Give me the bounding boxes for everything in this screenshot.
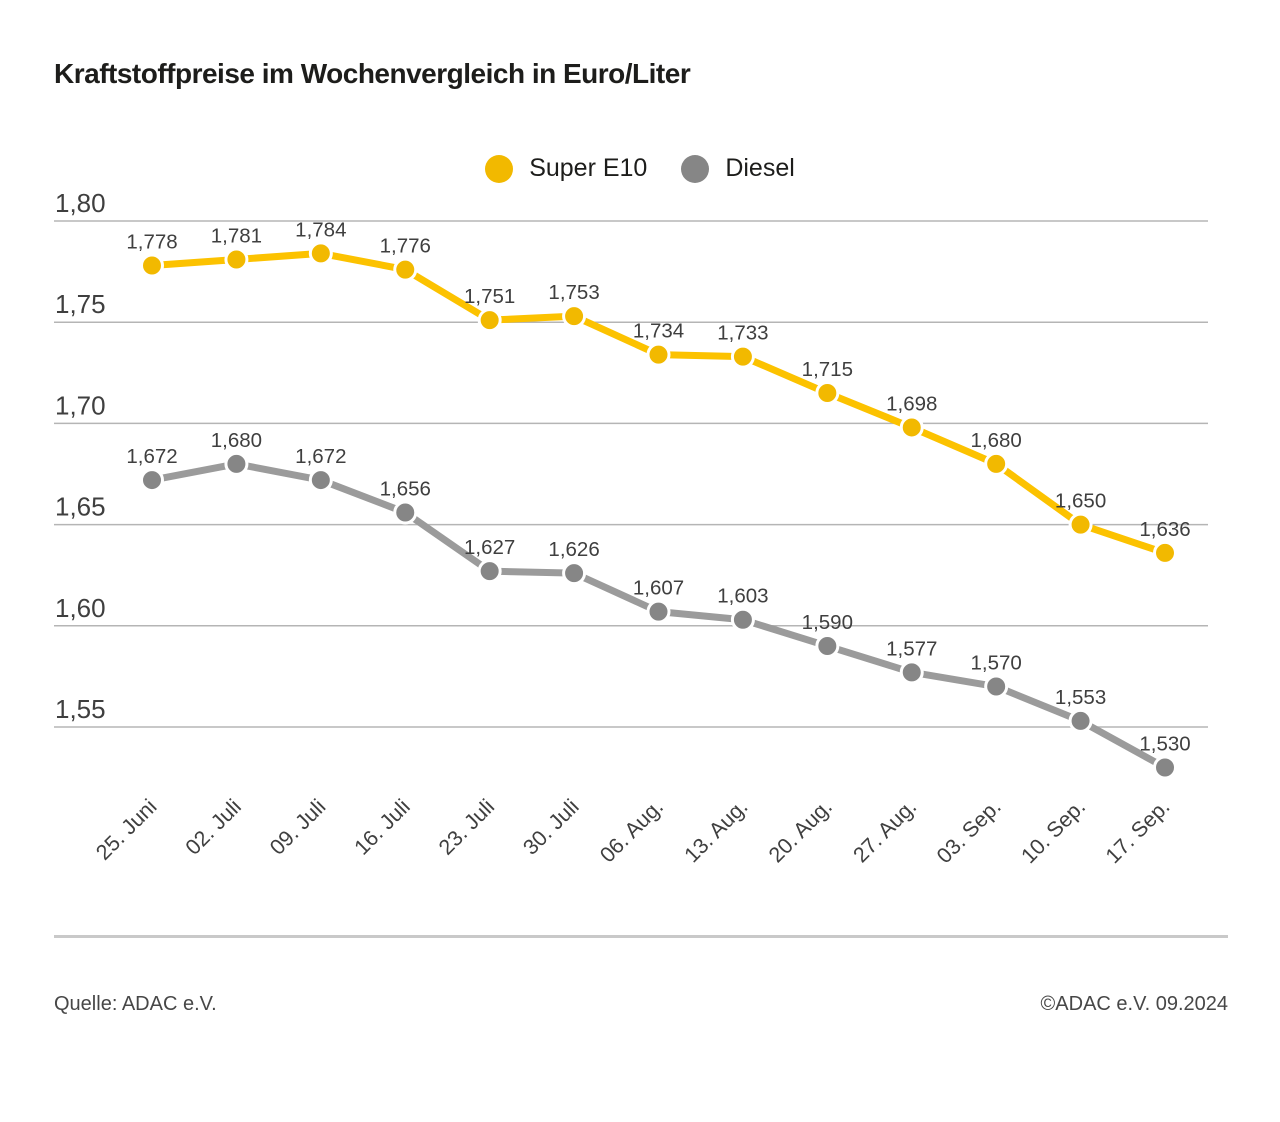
data-label-super-e10: 1,781 bbox=[211, 224, 262, 247]
data-point-diesel bbox=[815, 634, 840, 659]
y-tick-label: 1,80 bbox=[55, 190, 106, 218]
y-tick-label: 1,55 bbox=[55, 694, 106, 724]
data-point-super-e10 bbox=[899, 415, 924, 440]
data-point-super-e10 bbox=[477, 308, 502, 333]
legend-item-diesel: Diesel bbox=[681, 154, 795, 183]
legend-label-diesel: Diesel bbox=[725, 154, 795, 182]
data-label-super-e10: 1,776 bbox=[380, 235, 431, 258]
data-point-diesel bbox=[730, 607, 755, 632]
footer: Quelle: ADAC e.V. ©ADAC e.V. 09.2024 bbox=[54, 993, 1228, 1016]
gridlines bbox=[54, 220, 1208, 728]
series-super-e10: 1,778 1,781 1,784 1,776 1,751 1,753 1,734 1,733… bbox=[126, 218, 1191, 565]
data-label-diesel: 1,672 bbox=[126, 445, 177, 468]
x-tick-label: 20. Aug. bbox=[764, 795, 837, 868]
data-label-diesel: 1,603 bbox=[717, 585, 768, 608]
data-label-super-e10: 1,784 bbox=[295, 218, 346, 241]
data-label-diesel: 1,530 bbox=[1139, 732, 1190, 755]
data-label-diesel: 1,577 bbox=[886, 637, 937, 660]
data-label-diesel: 1,607 bbox=[633, 577, 684, 600]
source-text: Quelle: ADAC e.V. bbox=[54, 993, 217, 1015]
data-label-diesel: 1,627 bbox=[464, 536, 515, 559]
data-point-super-e10 bbox=[1068, 512, 1093, 537]
data-point-diesel bbox=[140, 468, 164, 493]
data-label-super-e10: 1,680 bbox=[971, 429, 1022, 452]
legend-label-super-e10: Super E10 bbox=[529, 154, 648, 182]
x-tick-label: 02. Juli bbox=[181, 795, 246, 860]
series-diesel: 1,672 1,680 1,672 1,656 1,627 1,626 1,607 1,603… bbox=[126, 429, 1191, 780]
x-tick-label: 27. Aug. bbox=[849, 795, 922, 868]
data-label-diesel: 1,590 bbox=[802, 611, 853, 634]
x-tick-label: 13. Aug. bbox=[680, 795, 753, 868]
data-label-super-e10: 1,650 bbox=[1055, 490, 1106, 513]
data-label-super-e10: 1,636 bbox=[1139, 518, 1190, 541]
data-label-diesel: 1,656 bbox=[380, 477, 431, 500]
x-axis-labels: 25. Juni 02. Juli 09. Juli 16. Juli 23. Juli… bbox=[91, 795, 1174, 869]
x-tick-label: 25. Juni bbox=[91, 795, 161, 865]
page-title: Kraftstoffpreise im Wochenvergleich in E… bbox=[54, 58, 691, 89]
series-line-super-e10 bbox=[151, 249, 1167, 557]
data-label-super-e10: 1,751 bbox=[464, 285, 515, 308]
x-tick-label: 17. Sep. bbox=[1101, 795, 1175, 869]
legend-item-super-e10: Super E10 bbox=[485, 154, 647, 183]
data-label-super-e10: 1,734 bbox=[633, 320, 684, 343]
data-label-super-e10: 1,778 bbox=[126, 231, 177, 254]
data-label-diesel: 1,553 bbox=[1055, 686, 1106, 709]
x-tick-label: 03. Sep. bbox=[932, 795, 1006, 869]
y-tick-label: 1,60 bbox=[55, 593, 106, 623]
legend-marker-diesel bbox=[681, 154, 710, 183]
data-label-super-e10: 1,715 bbox=[802, 358, 853, 381]
data-label-diesel: 1,680 bbox=[211, 429, 262, 452]
x-tick-label: 10. Sep. bbox=[1017, 795, 1091, 869]
data-label-super-e10: 1,733 bbox=[717, 322, 768, 345]
data-point-diesel bbox=[1153, 755, 1177, 780]
data-label-diesel: 1,672 bbox=[295, 445, 346, 468]
data-point-super-e10 bbox=[815, 381, 840, 406]
copyright-text: ©ADAC e.V. 09.2024 bbox=[1040, 993, 1228, 1015]
data-label-super-e10: 1,698 bbox=[886, 392, 937, 415]
data-label-super-e10: 1,753 bbox=[548, 281, 599, 304]
data-point-super-e10 bbox=[224, 247, 249, 272]
data-point-diesel bbox=[393, 500, 418, 525]
legend-marker-super-e10 bbox=[485, 154, 514, 183]
footer-divider bbox=[54, 935, 1228, 938]
data-point-diesel bbox=[984, 674, 1009, 699]
data-point-super-e10 bbox=[984, 451, 1009, 476]
y-tick-label: 1,65 bbox=[55, 492, 106, 522]
data-point-super-e10 bbox=[646, 342, 671, 367]
data-point-diesel bbox=[308, 468, 333, 493]
data-point-super-e10 bbox=[140, 253, 164, 278]
y-tick-label: 1,70 bbox=[55, 390, 106, 420]
data-point-super-e10 bbox=[1153, 540, 1177, 565]
y-tick-label: 1,75 bbox=[55, 289, 106, 319]
data-label-diesel: 1,570 bbox=[971, 652, 1022, 675]
data-point-super-e10 bbox=[393, 257, 418, 282]
x-tick-label: 16. Juli bbox=[350, 795, 415, 860]
chart-canvas: 1,80 1,75 1,70 1,65 1,60 1,55 25. Juni 02. Juli… bbox=[54, 190, 1208, 869]
data-point-super-e10 bbox=[730, 344, 755, 369]
chart-legend: Super E10 Diesel bbox=[0, 154, 1280, 183]
data-point-diesel bbox=[1068, 708, 1093, 733]
x-tick-label: 23. Juli bbox=[434, 795, 499, 860]
data-point-super-e10 bbox=[562, 304, 587, 329]
data-point-diesel bbox=[477, 559, 502, 584]
data-point-super-e10 bbox=[308, 241, 333, 266]
x-tick-label: 09. Juli bbox=[265, 795, 330, 860]
x-tick-label: 30. Juli bbox=[518, 795, 583, 860]
data-label-diesel: 1,626 bbox=[548, 538, 599, 561]
data-point-diesel bbox=[562, 561, 587, 586]
data-point-diesel bbox=[646, 599, 671, 624]
x-tick-label: 06. Aug. bbox=[595, 795, 668, 868]
data-point-diesel bbox=[224, 451, 249, 476]
y-axis-labels: 1,80 1,75 1,70 1,65 1,60 1,55 bbox=[55, 190, 106, 724]
data-point-diesel bbox=[899, 660, 924, 685]
